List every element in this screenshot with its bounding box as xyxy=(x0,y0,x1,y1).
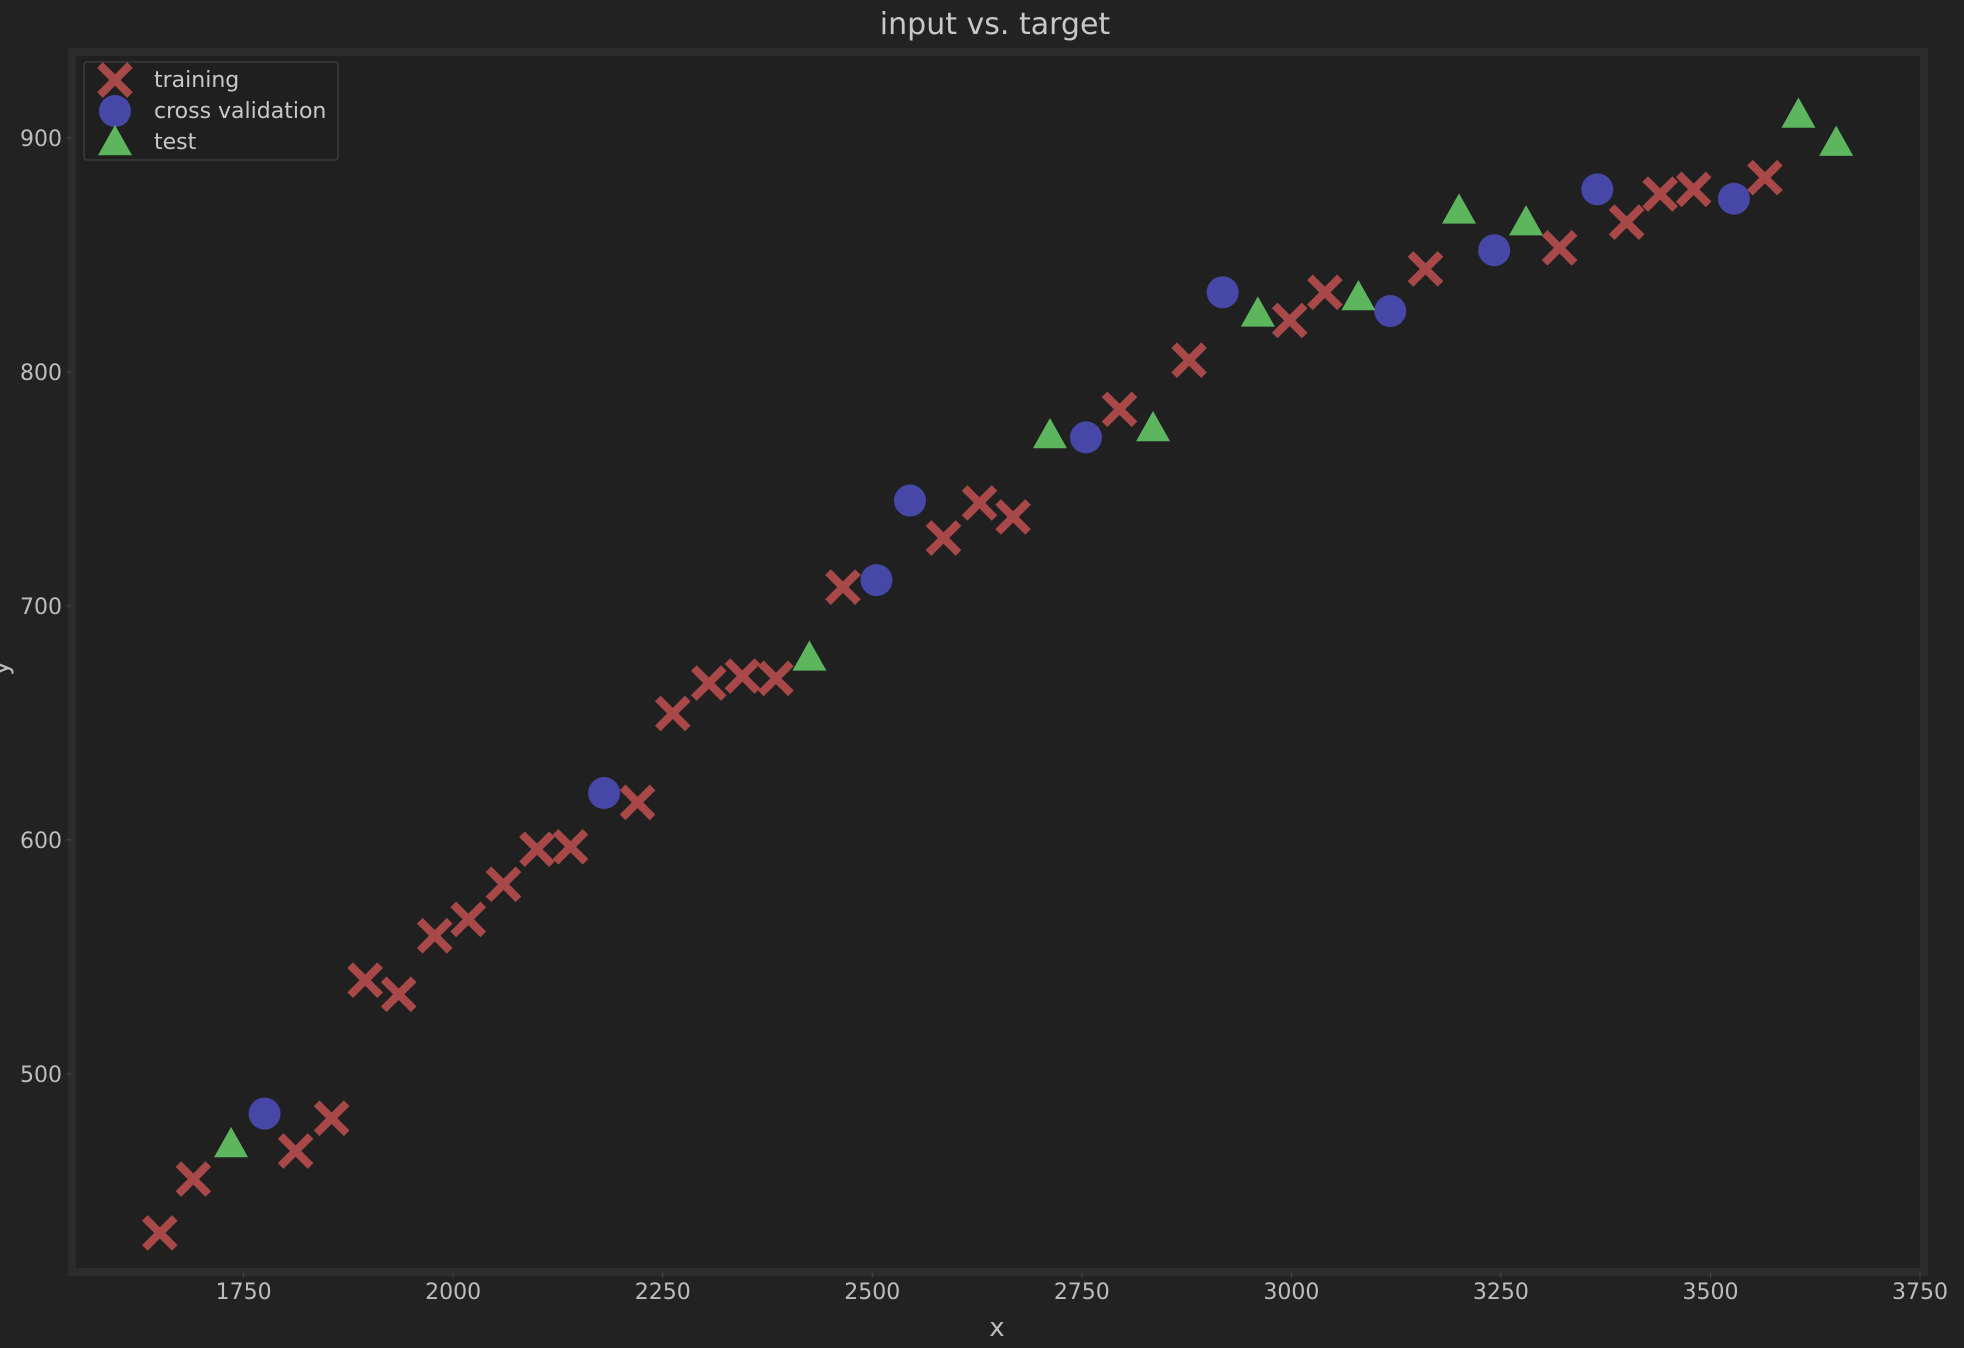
training-point xyxy=(552,829,589,865)
test-point xyxy=(1509,205,1544,236)
x-axis-label: x xyxy=(989,1313,1004,1343)
training-point xyxy=(1101,391,1138,428)
y-tick-label: 600 xyxy=(20,829,62,854)
training-point xyxy=(347,962,384,999)
training-point xyxy=(380,976,417,1013)
x-tick-label: 2500 xyxy=(844,1280,900,1305)
y-axis: 500 600 700 800 900 xyxy=(20,127,72,1088)
training-point xyxy=(141,1215,178,1251)
training-point xyxy=(1642,176,1678,212)
training-point xyxy=(175,1161,212,1197)
cross-validation-point xyxy=(1478,234,1511,267)
cross-validation-point xyxy=(588,777,621,810)
x-tick-label: 3750 xyxy=(1892,1280,1948,1305)
cross-validation-point xyxy=(860,564,893,597)
training-point xyxy=(654,695,691,732)
training-point xyxy=(1608,204,1645,240)
chart-title: input vs. target xyxy=(880,7,1111,42)
test-point xyxy=(1136,411,1171,442)
test-point xyxy=(1341,279,1376,311)
x-tick-label: 3250 xyxy=(1473,1280,1529,1305)
y-axis-label: y xyxy=(0,660,15,675)
test-point xyxy=(1781,97,1816,128)
training-point xyxy=(313,1100,350,1137)
plot-frame xyxy=(68,48,1928,1276)
cross-validation-point xyxy=(1374,295,1407,328)
legend-label: cross validation xyxy=(154,99,326,124)
test-point xyxy=(1442,193,1476,224)
legend-test-marker xyxy=(98,125,132,156)
legend-label: test xyxy=(154,130,197,155)
y-tick-label: 900 xyxy=(20,127,62,152)
cross-validation-point xyxy=(1581,173,1614,206)
y-tick-label: 700 xyxy=(20,595,62,620)
test-point xyxy=(1240,296,1275,327)
y-tick-label: 500 xyxy=(20,1063,62,1088)
cross-validation-point xyxy=(1070,421,1103,454)
training-point xyxy=(416,917,453,954)
test-point xyxy=(1032,418,1067,449)
training-point xyxy=(619,784,656,821)
x-tick-label: 1750 xyxy=(216,1280,272,1305)
legend-training-marker xyxy=(97,62,133,98)
training-point xyxy=(450,901,487,938)
legend-box xyxy=(83,61,339,161)
x-tick-label: 2250 xyxy=(635,1280,691,1305)
legend: training cross validation test xyxy=(83,61,339,161)
training-point xyxy=(277,1133,314,1169)
cross-validation-point xyxy=(1717,182,1750,215)
training-point xyxy=(690,665,727,701)
training-point xyxy=(961,485,998,521)
training-point xyxy=(758,660,794,697)
training-point xyxy=(1271,302,1308,339)
training-point xyxy=(485,866,522,903)
training-point xyxy=(1675,171,1712,208)
cross-validation-point xyxy=(248,1097,281,1130)
x-tick-label: 2000 xyxy=(425,1280,481,1305)
cross-validation-point xyxy=(893,484,926,517)
x-tick-label: 2750 xyxy=(1054,1280,1110,1305)
training-point xyxy=(825,569,861,605)
x-tick-label: 3000 xyxy=(1263,1280,1319,1305)
training-point xyxy=(995,499,1031,535)
legend-label: training xyxy=(154,68,239,93)
data-points xyxy=(141,97,1854,1251)
legend-cross-validation-marker xyxy=(99,95,131,127)
training-point xyxy=(1407,251,1444,287)
cross-validation-point xyxy=(1206,276,1239,309)
training-point xyxy=(1541,230,1578,266)
y-tick-label: 800 xyxy=(20,361,62,386)
test-point xyxy=(1819,125,1854,156)
x-tick-label: 3500 xyxy=(1682,1280,1738,1305)
training-point xyxy=(925,520,962,556)
plot-area xyxy=(76,56,1920,1268)
training-point xyxy=(1171,342,1207,378)
training-point xyxy=(1747,159,1783,196)
x-axis: 1750 2000 2250 2500 2750 3000 3250 3500 3750 xyxy=(216,1272,1948,1305)
test-point xyxy=(214,1126,249,1158)
training-point xyxy=(1307,274,1343,311)
training-point xyxy=(519,831,555,868)
training-point xyxy=(724,658,761,694)
test-point xyxy=(792,640,827,671)
